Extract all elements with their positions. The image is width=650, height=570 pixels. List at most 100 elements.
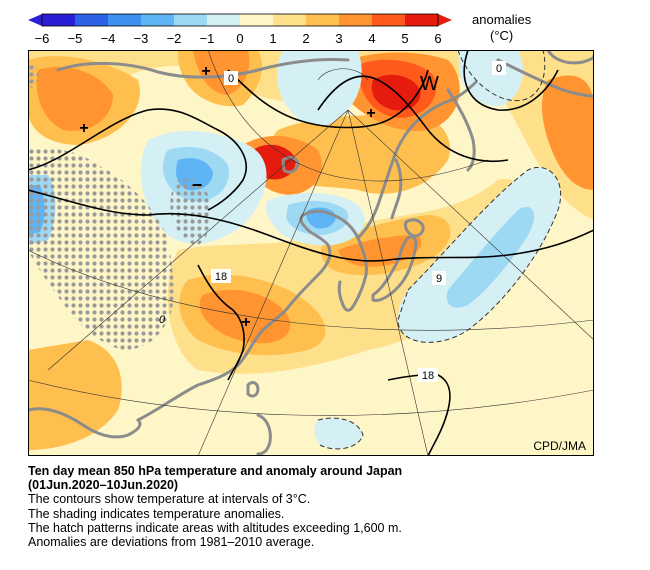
colorbar-tick-labels: −6 −5 −4 −3 −2 −1 0 1 2 3 4 5 6 xyxy=(35,31,442,46)
warm-center-marker: + xyxy=(366,105,375,122)
anomaly-map: W + + + + − 0 0 0 18 9 18 CPD/JMA xyxy=(28,50,594,456)
russia-far-east-coast xyxy=(356,80,478,240)
graticule-meridian xyxy=(47,109,349,371)
colorbar-low-arrow xyxy=(28,14,42,26)
westerly-wind-marker: W xyxy=(420,73,439,95)
mainland-coast xyxy=(136,209,360,422)
colorbar-segment xyxy=(141,14,174,26)
colorbar-segment xyxy=(75,14,108,26)
graticule-meridian xyxy=(347,109,429,456)
colorbar-tick-label: 1 xyxy=(269,31,276,46)
contour-label: 0 xyxy=(496,63,502,75)
temperature-contour xyxy=(197,264,245,381)
colorbar-segment xyxy=(42,14,75,26)
temperature-contour xyxy=(28,108,247,211)
graticule-meridian xyxy=(347,109,594,341)
contour-label-bg xyxy=(432,271,446,285)
kamchatka-coast xyxy=(446,88,476,172)
contour-label: 18 xyxy=(215,271,227,283)
colorbar-segment xyxy=(339,14,372,26)
colorbar-frame xyxy=(41,13,439,27)
colorbar-segment xyxy=(372,14,405,26)
temperature-contour xyxy=(227,69,429,129)
sakhalin-coast xyxy=(390,158,403,220)
colorbar-segment xyxy=(405,14,438,26)
colorbar-segment xyxy=(108,14,141,26)
anomaly-shading xyxy=(28,50,594,456)
philippines-coast xyxy=(256,413,272,456)
warm-anomaly-area xyxy=(28,340,122,450)
colorbar-segment xyxy=(240,14,273,26)
caption-line: The shading indicates temperature anomal… xyxy=(28,506,285,521)
graticule xyxy=(28,50,594,456)
colorbar-tick-label: 4 xyxy=(368,31,375,46)
cool-anomaly-area xyxy=(314,418,363,449)
zero-anomaly-contours xyxy=(317,50,562,450)
map-frame xyxy=(28,50,594,456)
temperature-contours xyxy=(28,50,594,456)
warm-anomaly-area xyxy=(199,289,291,344)
colorbar-tick-label: 5 xyxy=(401,31,408,46)
colorbar-segment xyxy=(306,14,339,26)
contour-label-bg xyxy=(211,269,231,283)
warm-center-marker: + xyxy=(201,63,210,80)
colorbar-tick-label: −4 xyxy=(101,31,116,46)
caption-title: Ten day mean 850 hPa temperature and ano… xyxy=(28,464,403,478)
contour-labels: 0 0 18 9 18 xyxy=(211,61,506,382)
colorbar-unit-title: anomalies xyxy=(472,12,532,27)
colorbar-tick-label: −5 xyxy=(68,31,83,46)
colorbar-tick-label: −1 xyxy=(200,31,215,46)
temperature-contour xyxy=(28,189,594,262)
zero-anomaly-contour xyxy=(397,166,562,343)
colorbar-segment xyxy=(207,14,240,26)
colorbar-segment xyxy=(273,14,306,26)
japan-honshu-coast xyxy=(371,235,418,302)
graticule-parallel xyxy=(207,50,489,182)
contour-label: 18 xyxy=(422,370,434,382)
caption-line: The hatch patterns indicate areas with a… xyxy=(28,520,402,535)
japan-hokkaido-coast xyxy=(404,218,425,238)
altai-hatch-area xyxy=(28,64,39,88)
warm-anomaly-area xyxy=(542,75,594,190)
temperature-contour xyxy=(387,373,451,456)
taiwan-coast xyxy=(246,381,260,398)
colorbar-segment xyxy=(174,14,207,26)
colorbar-unit: (°C) xyxy=(490,28,514,43)
inland-lake xyxy=(281,156,300,174)
colorbar-tick-label: 3 xyxy=(335,31,342,46)
zero-anomaly-contour xyxy=(457,50,546,102)
contour-label-bg xyxy=(418,368,438,382)
anomaly-colorbar: −6 −5 −4 −3 −2 −1 0 1 2 3 4 5 6 xyxy=(28,13,452,46)
caption-line: Anomalies are deviations from 1981–2010 … xyxy=(28,535,315,550)
figure-caption: Ten day mean 850 hPa temperature and ano… xyxy=(28,464,628,549)
minor-contour-label: 0 xyxy=(159,314,166,326)
caption-line: The contours show temperature at interva… xyxy=(28,492,311,507)
colorbar-tick-label: −6 xyxy=(35,31,50,46)
warm-center-marker: + xyxy=(241,314,250,331)
contour-label-bg xyxy=(492,61,506,75)
contour-label-bg xyxy=(224,71,238,85)
colorbar-tick-label: 0 xyxy=(236,31,243,46)
mongolia-hatch-area xyxy=(170,178,212,245)
colorbar-high-arrow xyxy=(438,14,452,26)
contour-label: 9 xyxy=(436,273,442,285)
high-altitude-hatching xyxy=(28,64,212,350)
colorbar-tick-label: 2 xyxy=(302,31,309,46)
tibet-hatch-area xyxy=(28,148,174,350)
zero-anomaly-contour xyxy=(317,417,364,450)
caption-period: (01Jun.2020–10Jun.2020) xyxy=(28,478,179,493)
contour-label: 0 xyxy=(228,73,234,85)
colorbar-tick-label: −3 xyxy=(134,31,149,46)
credit-label: CPD/JMA xyxy=(533,439,586,453)
coastlines xyxy=(28,50,594,456)
indochina-coast xyxy=(28,407,142,439)
colorbar-segments xyxy=(42,14,438,26)
aleutian-coast xyxy=(496,58,594,98)
graticule-meridian xyxy=(197,109,349,456)
colorbar-tick-label: 6 xyxy=(434,31,441,46)
graticule-parallel xyxy=(28,249,594,331)
temperature-contour xyxy=(317,75,509,162)
arctic-coast xyxy=(56,58,350,79)
warm-anomaly-area xyxy=(36,66,113,131)
graticule-parallel xyxy=(28,379,594,416)
